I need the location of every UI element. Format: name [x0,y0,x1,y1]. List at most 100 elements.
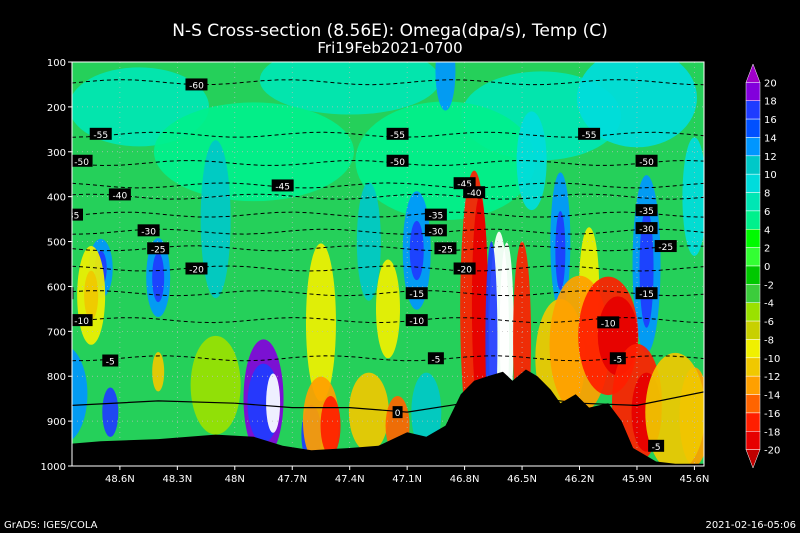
colorbar-swatch [745,412,761,432]
colorbar-swatch [745,100,761,120]
contour-label: -35 [424,208,447,222]
omega-cell [72,348,88,440]
contour-label-bg [635,154,658,167]
contour-label-bg [597,316,620,329]
colorbar-swatch [745,229,761,248]
colorbar-swatch [745,394,761,414]
contour-label-bg [424,208,447,221]
colorbar-label: 0 [764,262,770,273]
y-tick-label: 400 [47,193,66,204]
colorbar-swatch [745,431,761,450]
omega-cell [320,395,341,456]
colorbar-swatch [745,192,761,212]
contour-label: -40 [463,186,486,199]
grid-lines [72,62,704,466]
contour-label: -5 [102,354,119,368]
contour-label-bg [386,154,409,167]
colorbar-label: -6 [764,317,774,328]
contour-label: -20 [453,262,476,275]
x-tick-label: 46.2N [565,474,595,485]
colorbar-label: -16 [764,409,780,420]
contour-label-text: -45 [275,182,290,192]
contour-label-bg [578,127,601,140]
contour-label-bg [453,262,476,275]
colorbar-label: 20 [764,78,777,89]
contour-label-text: -55 [93,131,108,141]
contour-label-text: -25 [151,245,166,255]
contour-label: -50 [72,154,93,168]
colorbar-swatch [745,155,761,175]
colorbar-swatch [745,284,761,303]
contour-label-text: -55 [582,131,597,141]
isotherm-line [72,193,704,200]
colorbar: 20181614121086420-2-4-6-8-10-12-14-16-18… [745,63,780,469]
colorbar-label: -8 [764,335,774,346]
colorbar-label: 4 [764,225,770,236]
omega-cell [259,62,440,115]
contour-label: -15 [72,287,74,300]
isotherm-line [72,290,704,297]
colorbar-swatch [745,339,761,359]
contour-label: -30 [137,224,160,237]
contour-label-text: 0 [395,409,401,419]
x-tick-label: 48.6N [105,474,135,485]
contour-label: 0 [392,406,403,419]
contour-label-text: -30 [141,227,156,237]
plot-area: -60-55 -55 -55-50 -50 -50-45 -45-40 -40-35 -35-… [65,62,704,466]
contour-label-bg [386,127,409,140]
isotherm-line [72,228,704,235]
contour-labels: -60-55 -55 -55-50 -50 -50-45 -45-40 -40-35 -35-… [65,78,677,453]
contour-label: -15 [635,287,658,300]
chart-title: N-S Cross-section (8.56E): Omega(dpa/s),… [172,21,608,41]
omega-cell [152,252,165,303]
contour-label-bg [654,240,677,253]
x-tick-label: 47.1N [392,474,422,485]
contour-label-text: -10 [601,319,616,329]
contour-label-bg [102,354,119,367]
contour-label-bg [635,222,658,235]
contour-label-bg [89,127,112,140]
contour-label-bg [392,406,403,419]
contour-label-text: -50 [390,158,405,168]
contour-label: -25 [654,240,677,253]
omega-cell [516,111,547,211]
omega-cell [153,102,354,202]
contour-label-text: -35 [65,212,80,222]
contour-label-bg [72,208,83,221]
contour-label-bg [271,179,294,192]
colorbar-label: 6 [764,207,770,218]
omega-cell [682,137,704,256]
contour-label-text: -5 [431,355,440,365]
contour-label-bg [405,287,428,300]
contour-label: -30 [424,224,447,237]
plot-frame [71,61,705,467]
y-axis: 100 200 300 400 500 600 700 800 900 1000 [41,58,72,473]
y-tick-label: 300 [47,148,66,159]
omega-cell [376,259,400,359]
colorbar-label: 8 [764,189,770,200]
contour-label: -5 [648,439,665,453]
contour-label-text: -20 [189,265,204,275]
y-tick-label: 100 [47,58,66,69]
colorbar-swatch [745,357,761,377]
contour-label-bg [72,287,74,300]
contour-label-text: -5 [106,358,115,368]
contour-label: -10 [405,314,428,327]
contour-label-bg [648,439,665,452]
isotherm-line [72,265,704,272]
isotherm-line [72,245,704,252]
colorbar-arrow-bottom [745,449,761,469]
contour-label-text: -60 [189,81,204,91]
contour-label-text: -20 [457,265,472,275]
x-tick-label: 47.4N [335,474,365,485]
omega-cell [348,372,389,452]
colorbar-swatch [745,302,761,322]
contour-label-text: -25 [438,245,453,255]
contour-label-bg [108,188,131,201]
colorbar-label: -2 [764,280,774,291]
contour-label-bg [72,314,93,327]
contour-label: -10 [597,316,620,329]
x-tick-label: 45.6N [680,474,710,485]
omega-cell [555,211,566,291]
x-tick-label: 48.3N [162,474,192,485]
